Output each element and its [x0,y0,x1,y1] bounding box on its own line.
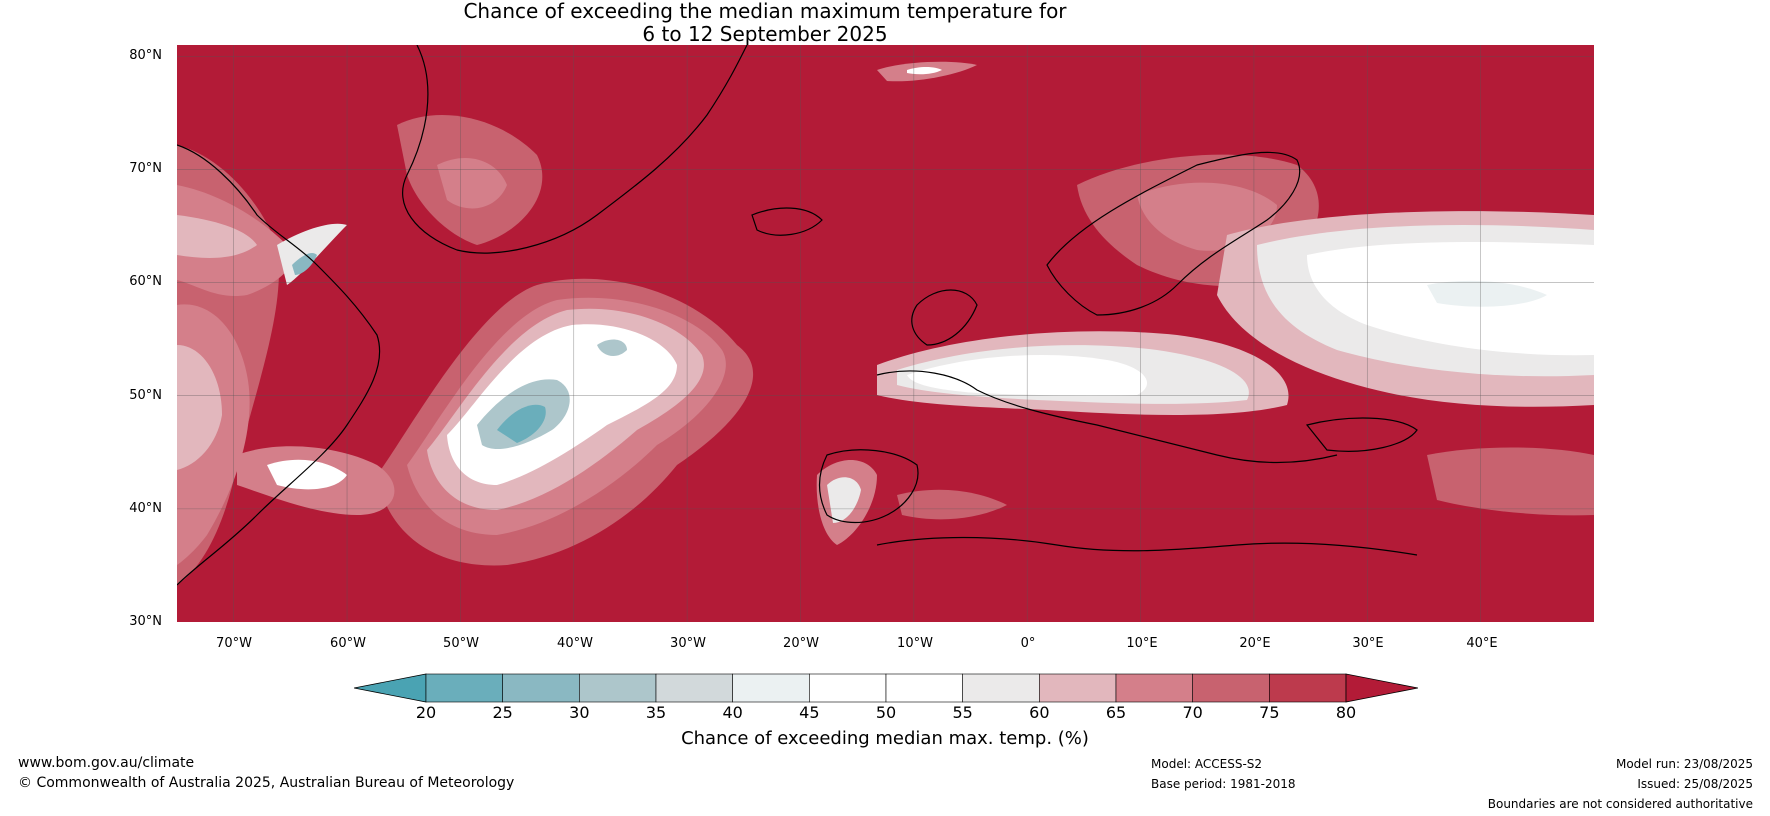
colorbar-tick-label: 70 [1182,703,1203,722]
lon-label-10w: 10°W [897,636,933,651]
lon-label-30e: 30°E [1352,636,1384,651]
contour-russia-45 [1427,280,1547,307]
colorbar-tick-label: 50 [875,703,897,722]
footer-url: www.bom.gov.au/climate [18,755,195,771]
colorbar-tick-label: 40 [722,703,743,722]
contour-atlantic-25 [497,404,546,443]
colorbar-segment [1039,673,1117,703]
lon-label-20e: 20°E [1239,636,1271,651]
coastlines [177,45,1418,586]
lat-label-50: 50°N [129,388,162,403]
lat-label-30: 30°N [129,614,162,629]
lat-label-80: 80°N [129,48,162,63]
map-title: Chance of exceeding the median maximum t… [0,0,1700,46]
lon-label-40e: 40°E [1466,636,1498,651]
coast-iberia [818,449,919,524]
footer-issued: Issued: 25/08/2025 [1637,777,1753,791]
colorbar-tick-label: 80 [1335,703,1357,722]
contour-atlantic-blue-2 [597,339,627,357]
colorbar-segment [809,673,887,703]
colorbar-tick-label: 65 [1105,703,1127,722]
lon-label-30w: 30°W [670,636,706,651]
coast-north-america [177,144,381,586]
colorbar-segment [579,673,657,703]
colorbar-tick-label: 20 [415,703,437,722]
map-svg [177,45,1594,622]
colorbar-segment [962,673,1040,703]
colorbar-segment [425,673,503,703]
graticule [177,45,1594,622]
contour-north-america-inner [177,345,222,470]
coast-black-sea [1305,417,1418,452]
colorbar-high-extension [1345,673,1419,703]
colorbar-segment [885,673,963,703]
colorbar-segment [1269,673,1347,703]
coast-greenland [402,45,748,254]
colorbar-tick-label: 75 [1259,703,1280,722]
colorbar-segment [1115,673,1193,703]
lon-label-60w: 60°W [330,636,366,651]
lon-label-50w: 50°W [443,636,479,651]
contour-arctic-white [907,66,942,75]
lon-label-10e: 10°E [1126,636,1158,651]
title-line-1: Chance of exceeding the median maximum t… [463,0,1067,23]
coast-europe-south [876,370,1338,464]
title-line-2: 6 to 12 September 2025 [642,22,888,46]
colorbar-tick-label: 60 [1029,703,1050,722]
lon-label-40w: 40°W [557,636,593,651]
coast-iceland [751,207,823,236]
colorbar-segment [502,673,580,703]
colorbar-low-extension [353,673,427,703]
coast-british-isles [911,289,978,346]
contour-labrador-inner [177,215,257,258]
coast-scandinavia [1046,151,1301,316]
footer-copyright: © Commonwealth of Australia 2025, Austra… [18,775,515,791]
footer-base-period: Base period: 1981-2018 [1151,777,1296,791]
coast-north-africa [876,536,1418,556]
colorbar-tick-label: 55 [952,703,973,722]
colorbar-segment [655,673,733,703]
lon-label-0: 0° [1020,636,1036,651]
contour-mediterranean [897,489,1007,520]
colorbar-label: Chance of exceeding median max. temp. (%… [681,728,1089,749]
map-panel [177,45,1594,622]
contour-sw-atlantic-white [267,459,347,490]
colorbar [353,672,1419,704]
lat-label-70: 70°N [129,161,162,176]
footer-model: Model: ACCESS-S2 [1151,757,1263,771]
contour-greenland-inner [437,157,507,209]
lon-label-70w: 70°W [216,636,252,651]
colorbar-svg [353,673,1419,703]
contour-iberia-inner [827,477,861,523]
colorbar-tick-label: 30 [569,703,590,722]
colorbar-segment [732,673,810,703]
contour-middle-east [1427,447,1594,516]
colorbar-tick-label: 45 [799,703,820,722]
lon-label-20w: 20°W [783,636,819,651]
colorbar-tick-label: 35 [645,703,667,722]
lat-label-40: 40°N [129,501,162,516]
colorbar-segment [1192,673,1270,703]
footer-disclaimer: Boundaries are not considered authoritat… [1487,797,1753,811]
footer-model-run: Model run: 23/08/2025 [1615,757,1753,771]
lat-label-60: 60°N [129,274,162,289]
colorbar-tick-label: 25 [492,703,513,722]
